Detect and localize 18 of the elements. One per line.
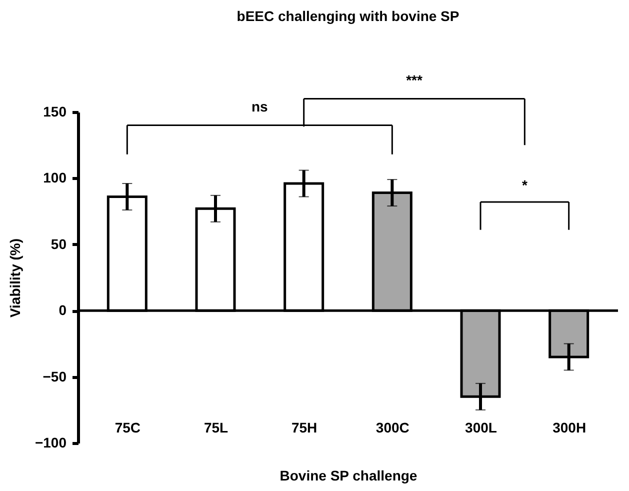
x-tick-label: 300L: [465, 420, 498, 436]
y-tick-label: 50: [50, 236, 67, 252]
annotation: ns: [251, 98, 268, 115]
text: ***: [406, 72, 423, 88]
x-tick-label: 75L: [204, 420, 229, 436]
y-tick-label: 150: [43, 104, 67, 120]
x-tick-label: 75H: [291, 420, 318, 436]
chart-title: bEEC challenging with bovine SP: [236, 8, 460, 24]
y-tick-label: −50: [42, 368, 67, 384]
y-tick-label: −100: [34, 434, 67, 450]
y-axis-title: Viability (%): [6, 238, 23, 318]
x-tick-label: 300H: [552, 420, 586, 436]
x-tick-label: 75C: [114, 420, 141, 436]
annotation: *: [522, 176, 528, 193]
y-tick-label: 0: [58, 302, 67, 318]
x-axis-title: Bovine SP challenge: [280, 468, 418, 484]
x-tick-label: 300C: [376, 420, 410, 436]
y-tick-label: 100: [43, 170, 67, 186]
